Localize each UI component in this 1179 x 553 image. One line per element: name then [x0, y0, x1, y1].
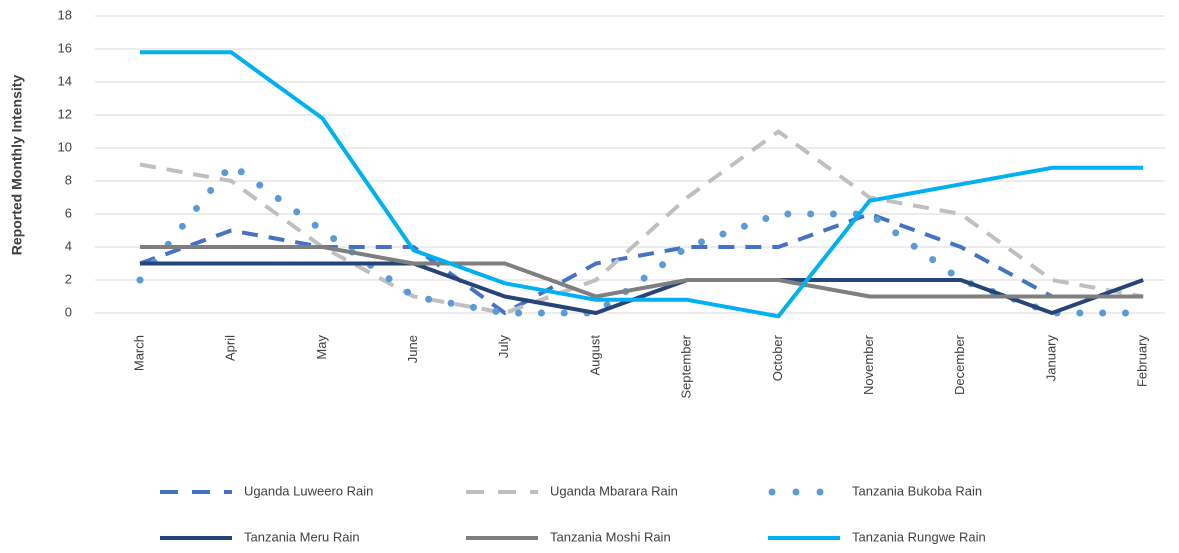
series-line	[136, 161, 1147, 317]
y-tick-label: 2	[65, 271, 72, 286]
y-tick-label: 16	[58, 40, 72, 55]
legend-label: Uganda Luweero Rain	[244, 483, 373, 498]
x-tick-label: August	[587, 335, 602, 376]
y-axis-label: Reported Monthly Intensity	[9, 75, 25, 256]
x-tick-label: April	[223, 335, 238, 361]
y-tick-label: 10	[58, 139, 72, 154]
x-tick-label: November	[861, 334, 876, 395]
series-line	[140, 50, 1144, 319]
legend-label: Uganda Mbarara Rain	[550, 483, 678, 498]
legend-label: Tanzania Meru Rain	[244, 529, 360, 544]
legend-label: Tanzania Bukoba Rain	[852, 483, 982, 498]
legend-label: Tanzania Moshi Rain	[550, 529, 671, 544]
x-tick-label: March	[131, 335, 146, 371]
y-tick-label: 0	[65, 304, 72, 319]
x-tick-label: June	[405, 335, 420, 363]
x-tick-label: February	[1135, 335, 1150, 388]
y-tick-label: 12	[58, 106, 72, 121]
y-tick-label: 6	[65, 205, 72, 220]
legend-label: Tanzania Rungwe Rain	[852, 529, 986, 544]
x-tick-label: July	[496, 335, 511, 359]
x-tick-label: September	[679, 334, 694, 398]
series-line	[140, 245, 1144, 299]
series-line	[140, 261, 1144, 315]
series-line	[139, 129, 1144, 315]
x-tick-label: October	[770, 334, 785, 381]
x-tick-label: January	[1043, 335, 1058, 382]
y-tick-label: 4	[65, 238, 72, 253]
series-line	[139, 212, 1144, 315]
y-tick-label: 8	[65, 172, 72, 187]
x-tick-label: May	[314, 335, 329, 360]
y-tick-label: 14	[58, 73, 72, 88]
x-tick-label: December	[952, 334, 967, 395]
y-tick-label: 18	[58, 7, 72, 22]
